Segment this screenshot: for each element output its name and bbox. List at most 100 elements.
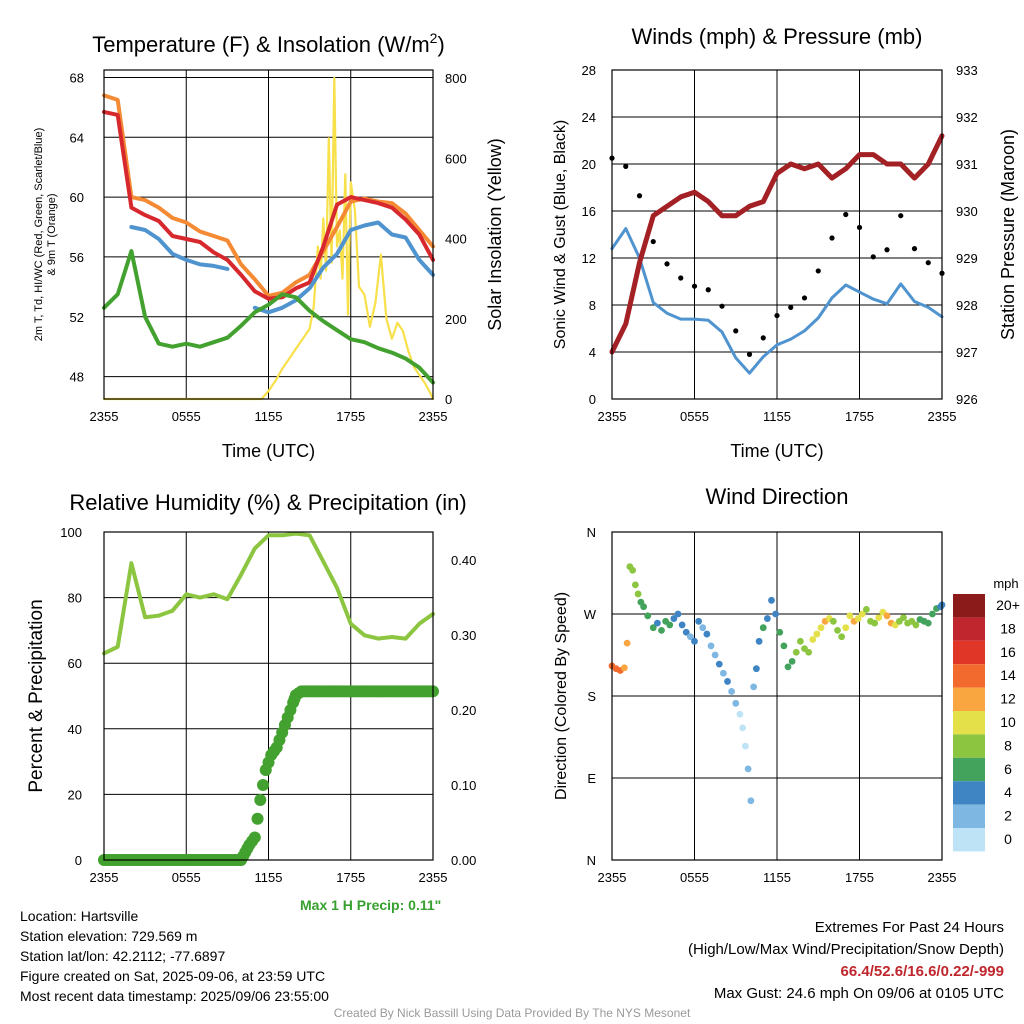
direction-point	[686, 633, 694, 641]
direction-point	[653, 619, 661, 627]
gust-point	[911, 246, 918, 252]
legend-label: 18	[1000, 620, 1016, 636]
direction-point	[838, 633, 846, 641]
direction-point	[871, 619, 879, 627]
x-tick-label: 1755	[845, 870, 874, 885]
legend-swatch	[953, 664, 985, 688]
x-tick-label: 1755	[845, 409, 874, 424]
direction-point	[752, 665, 760, 673]
direction-point	[784, 663, 792, 671]
direction-point	[682, 628, 690, 636]
y-tick-label: 0	[75, 853, 82, 868]
gust-point	[719, 303, 725, 309]
y-tick-label: 20	[582, 157, 596, 172]
legend-label: 12	[1000, 691, 1016, 707]
y2-tick-label: 933	[956, 63, 978, 78]
y-tick-label: 100	[60, 525, 82, 540]
direction-point	[862, 606, 870, 613]
gust-point	[650, 238, 656, 245]
legend-label: 10	[1000, 714, 1016, 730]
direction-point	[691, 637, 698, 645]
y2-tick-label: 932	[956, 110, 978, 125]
legend-swatch	[953, 617, 985, 641]
speed-legend: mph 20+ 18 16 14 12 10 8 6 4 2 0	[953, 576, 1020, 852]
y-tick-label: W	[584, 607, 597, 622]
x-tick-label: 2355	[90, 870, 119, 885]
direction-point	[666, 621, 674, 629]
location-text: Location: Hartsville	[20, 908, 139, 924]
gust-point	[815, 268, 821, 274]
gust-point	[884, 247, 890, 253]
direction-point	[658, 627, 665, 634]
y-axis-label-text: Percent & Precipitation	[26, 599, 47, 792]
extremes-subtitle: (High/Low/Max Wind/Precipitation/Snow De…	[688, 941, 1004, 958]
elevation-text: Station elevation: 729.569 m	[20, 928, 198, 944]
x-tick-label: 1155	[255, 870, 283, 885]
y-axis-label-line2: & 9m T (Orange)	[46, 193, 58, 275]
direction-point	[631, 581, 639, 589]
y-tick-label: N	[587, 525, 596, 540]
direction-point	[759, 624, 767, 632]
direction-point	[674, 610, 682, 618]
y-tick-label: 0	[589, 392, 596, 407]
legend-swatch	[953, 687, 985, 711]
gust-point	[691, 283, 698, 289]
series-td	[102, 249, 435, 385]
chart-title: Winds (mph) & Pressure (mb)	[632, 24, 923, 49]
plot-frame	[103, 69, 434, 400]
y2-axis-label-text: Solar Insolation (Yellow)	[485, 138, 505, 330]
direction-point	[744, 765, 752, 773]
y-axis-label: Percent & Precipitation	[26, 599, 47, 792]
series-station-pressure	[609, 133, 945, 355]
legend-swatch	[953, 828, 985, 852]
gust-point	[636, 193, 643, 199]
y2-tick-label: 927	[956, 345, 978, 360]
direction-point	[788, 657, 796, 665]
y2-tick-label: 929	[956, 251, 978, 266]
x-tick-label: 2355	[928, 409, 957, 424]
x-tick-label: 0555	[172, 870, 201, 885]
gust-point	[746, 351, 753, 357]
y-tick-label: 8	[589, 298, 596, 313]
direction-point	[732, 699, 740, 707]
x-tick-label: 1155	[255, 409, 283, 424]
y-tick-label: 60	[70, 190, 84, 205]
extremes-panel: Extremes For Past 24 Hours (High/Low/Max…	[688, 917, 1004, 1005]
y-tick-label: 16	[582, 204, 596, 219]
y-axis-label-line1: 2m T, Td, HI/WC (Red, Green, Scarlet/Blu…	[33, 128, 45, 342]
gust-point	[760, 335, 766, 341]
direction-point	[780, 642, 788, 650]
precip-point	[254, 794, 267, 807]
legend-swatch	[953, 804, 985, 828]
gust-point	[925, 260, 931, 266]
panel-temperature: 2355 0555 1155 1755 2355 Temperature (F) & In…	[33, 30, 505, 461]
direction-point	[813, 630, 821, 638]
y-tick-label: 12	[582, 251, 596, 266]
direction-point	[739, 724, 747, 732]
direction-point	[755, 637, 763, 645]
precip-point	[257, 779, 270, 792]
y-tick-label: 28	[582, 63, 596, 78]
y2-tick-label: 926	[956, 392, 978, 407]
legend-label: 0	[1004, 831, 1012, 847]
y-tick-label: 60	[68, 656, 82, 671]
y-tick-label: 52	[70, 310, 84, 325]
gust-point	[664, 261, 670, 267]
gust-point	[801, 295, 808, 301]
series-hiwc	[129, 225, 230, 271]
legend-swatch	[953, 781, 985, 805]
direction-point	[809, 636, 817, 643]
direction-point	[750, 683, 758, 691]
direction-point	[829, 617, 837, 625]
latlon-text: Station lat/lon: 42.2112; -77.6897	[20, 948, 226, 964]
legend-label: 4	[1004, 784, 1012, 800]
direction-point	[747, 797, 755, 805]
max-precip-label: Max 1 H Precip: 0.11"	[300, 897, 442, 913]
direction-point	[678, 621, 686, 629]
x-tick-label: 2355	[419, 409, 448, 424]
direction-point	[699, 624, 707, 632]
series-sonic-wind	[610, 227, 944, 375]
chart-title: Temperature (F) & Insolation (W/m2)	[92, 30, 445, 57]
direction-point	[924, 619, 932, 627]
